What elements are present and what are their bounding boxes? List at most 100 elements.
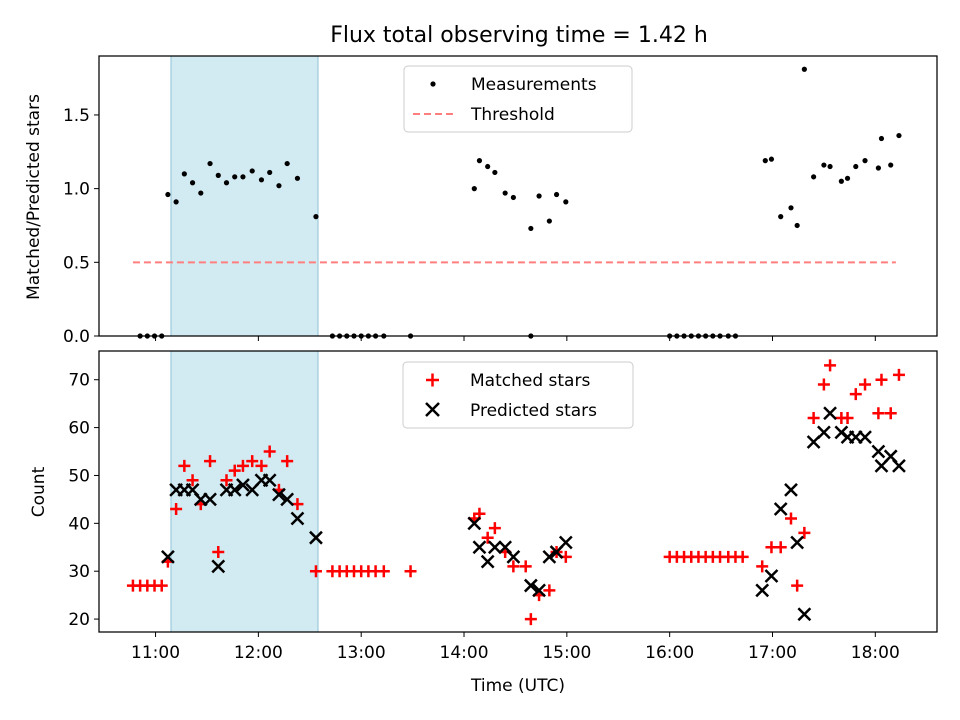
matched-star-point	[798, 526, 811, 539]
predicted-star-point	[487, 540, 502, 555]
top-y-tick-label: 1.0	[63, 180, 90, 200]
measurement-point	[198, 190, 204, 196]
measurement-point	[181, 171, 187, 177]
measurement-point	[762, 158, 768, 164]
predicted-star-point	[858, 430, 872, 445]
matched-star-point	[236, 459, 249, 472]
top-panel: 0.0 0.5 1.0 1.5 Matched/Predicted stars Mea…	[24, 55, 938, 347]
predicted-star-point	[467, 516, 482, 531]
matched-star-point	[481, 531, 494, 544]
predicted-star-point	[790, 535, 805, 550]
x-tick-label: 14:00	[440, 643, 489, 663]
measurement-point	[546, 218, 552, 224]
predicted-star-point	[764, 569, 779, 583]
predicted-star-point	[309, 530, 323, 545]
measurement-point	[838, 178, 844, 184]
matched-star-point	[872, 407, 885, 420]
measurement-point	[240, 174, 246, 180]
x-tick-label: 16:00	[645, 643, 694, 663]
legend-matched-stars: Matched stars	[470, 371, 590, 391]
measurement-point	[165, 191, 171, 198]
bottom-axes-frame	[98, 350, 938, 633]
matched-star-point	[774, 541, 787, 554]
predicted-star-point	[280, 492, 295, 507]
top-highlight-span	[170, 55, 319, 337]
measurement-point	[811, 174, 817, 180]
top-y-tick-label: 0.0	[63, 327, 90, 347]
bottom-legend-box	[402, 361, 634, 429]
top-y-tick-label: 1.5	[63, 106, 90, 126]
bottom-y-axis-label: Count	[29, 466, 49, 517]
matched-star-point	[849, 388, 862, 401]
x-tick-label: 18:00	[851, 643, 900, 663]
matched-star-point	[807, 412, 820, 425]
predicted-legend-marker	[425, 402, 440, 417]
matched-star-point	[841, 412, 854, 425]
legend-threshold: Threshold	[470, 105, 555, 125]
bottom-panel: 20 30 40 50 60 70 11:00 12:00 13:00 14:00 15:00 16:…	[29, 350, 938, 696]
top-legend-box	[403, 65, 633, 133]
matched-star-point	[204, 455, 217, 468]
matched-star-point	[178, 459, 191, 472]
measurement-point	[553, 191, 560, 198]
measurement-point	[502, 190, 508, 196]
matched-star-point	[281, 455, 294, 468]
measurement-point	[189, 180, 196, 186]
matched-star-point	[524, 613, 537, 626]
bottom-y-tick-label: 20	[68, 610, 90, 630]
x-axis-label: Time (UTC)	[470, 676, 565, 696]
bottom-y-tick-label: 50	[68, 466, 90, 486]
matched-star-point	[884, 407, 897, 420]
measurement-point	[471, 186, 477, 192]
measurement-point	[492, 169, 498, 176]
measurement-point	[536, 193, 542, 199]
matched-star-point	[309, 565, 322, 578]
matched-star-point	[255, 459, 268, 472]
matched-star-point	[186, 474, 199, 487]
measurement-point	[476, 158, 483, 164]
legend-measurements: Measurements	[471, 75, 597, 95]
predicted-star-point	[272, 487, 286, 502]
predicted-star-point	[892, 459, 906, 473]
predicted-star-point	[211, 559, 226, 574]
measurement-point	[844, 175, 851, 181]
measurement-point	[888, 162, 894, 168]
measurement-point	[563, 199, 569, 205]
legend-predicted-stars: Predicted stars	[470, 401, 597, 421]
predicted-star-point	[558, 535, 573, 550]
predicted-star-point	[227, 482, 242, 497]
matched-star-point	[220, 474, 233, 487]
matched-star-point	[228, 464, 241, 477]
matched-star-point	[859, 378, 872, 391]
matched-star-point	[246, 455, 259, 468]
matched-star-point	[488, 522, 501, 535]
measurement-point	[794, 222, 800, 229]
predicted-star-point	[542, 549, 557, 564]
measurement-point	[232, 174, 238, 180]
predicted-star-point	[797, 607, 812, 622]
predicted-star-point	[262, 473, 277, 488]
bottom-y-tick-label: 40	[68, 514, 90, 534]
matched-star-point	[155, 579, 168, 592]
matched-star-point	[824, 359, 837, 372]
predicted-star-point	[472, 540, 487, 555]
measurement-point	[485, 163, 491, 170]
measurement-point	[878, 135, 885, 142]
measurement-point	[173, 199, 179, 205]
bottom-y-tick-label: 70	[68, 371, 90, 391]
measurement-point	[528, 225, 534, 232]
measurement-point	[801, 66, 807, 72]
predicted-star-point	[290, 511, 305, 526]
matched-star-point	[756, 560, 769, 573]
matched-star-point	[543, 584, 556, 597]
matched-star-point	[377, 565, 390, 578]
matched-legend-marker	[426, 373, 439, 387]
x-tick-label: 15:00	[542, 643, 591, 663]
measurement-point	[267, 169, 273, 176]
matched-star-point	[784, 512, 797, 525]
top-y-tick-label: 0.5	[63, 253, 90, 273]
measurement-point	[827, 163, 833, 170]
predicted-star-point	[236, 478, 250, 492]
measurement-point	[778, 214, 784, 220]
